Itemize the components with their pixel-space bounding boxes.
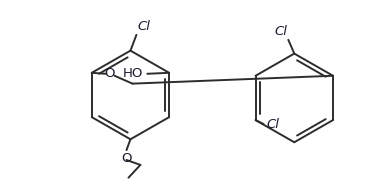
Text: Cl: Cl (267, 117, 279, 131)
Text: O: O (104, 67, 115, 80)
Text: Cl: Cl (137, 20, 150, 33)
Text: Cl: Cl (274, 25, 288, 38)
Text: O: O (121, 152, 132, 165)
Text: HO: HO (123, 67, 143, 80)
